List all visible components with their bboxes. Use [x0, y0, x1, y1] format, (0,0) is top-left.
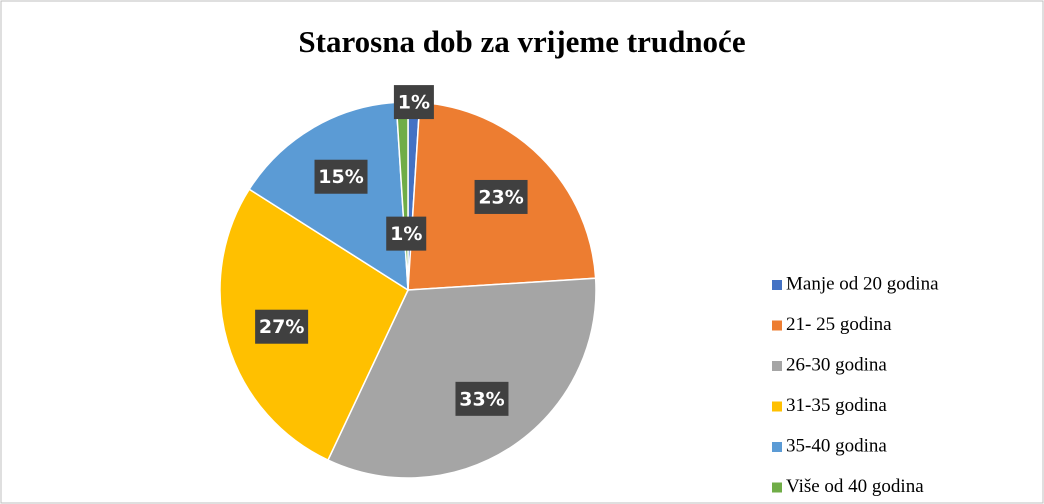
legend-label: 21- 25 godina: [786, 314, 892, 335]
legend-swatch: [772, 442, 782, 452]
data-label: 15%: [318, 166, 363, 188]
data-label-box: [474, 179, 528, 214]
legend-label: 31-35 godina: [786, 395, 887, 416]
data-label-box: [393, 85, 434, 120]
data-label: 23%: [478, 186, 523, 208]
legend-label: 35-40 godina: [786, 435, 887, 456]
data-label: 33%: [459, 388, 504, 410]
data-label-box: [455, 381, 509, 416]
chart-title: Starosna dob za vrijeme trudnoće: [298, 24, 745, 59]
legend-label: Manje od 20 godina: [786, 273, 939, 294]
data-label: 27%: [259, 316, 304, 338]
data-label: 1%: [398, 92, 430, 114]
legend-label: 26-30 godina: [786, 354, 887, 375]
pie-slice: [248, 101, 409, 292]
pie-slice: [326, 277, 597, 479]
legend-swatch: [772, 280, 782, 290]
legend-swatch: [772, 320, 782, 331]
legend-swatch: [772, 482, 782, 493]
data-label-box: [386, 216, 427, 251]
legend-swatch: [772, 361, 782, 371]
data-label-box: [255, 309, 309, 344]
legend-label: Više od 40 godina: [786, 476, 924, 497]
legend-swatch: [772, 401, 782, 412]
data-label-box: [314, 159, 368, 194]
data-label: 1%: [390, 223, 422, 245]
pie-slice: [219, 188, 409, 462]
